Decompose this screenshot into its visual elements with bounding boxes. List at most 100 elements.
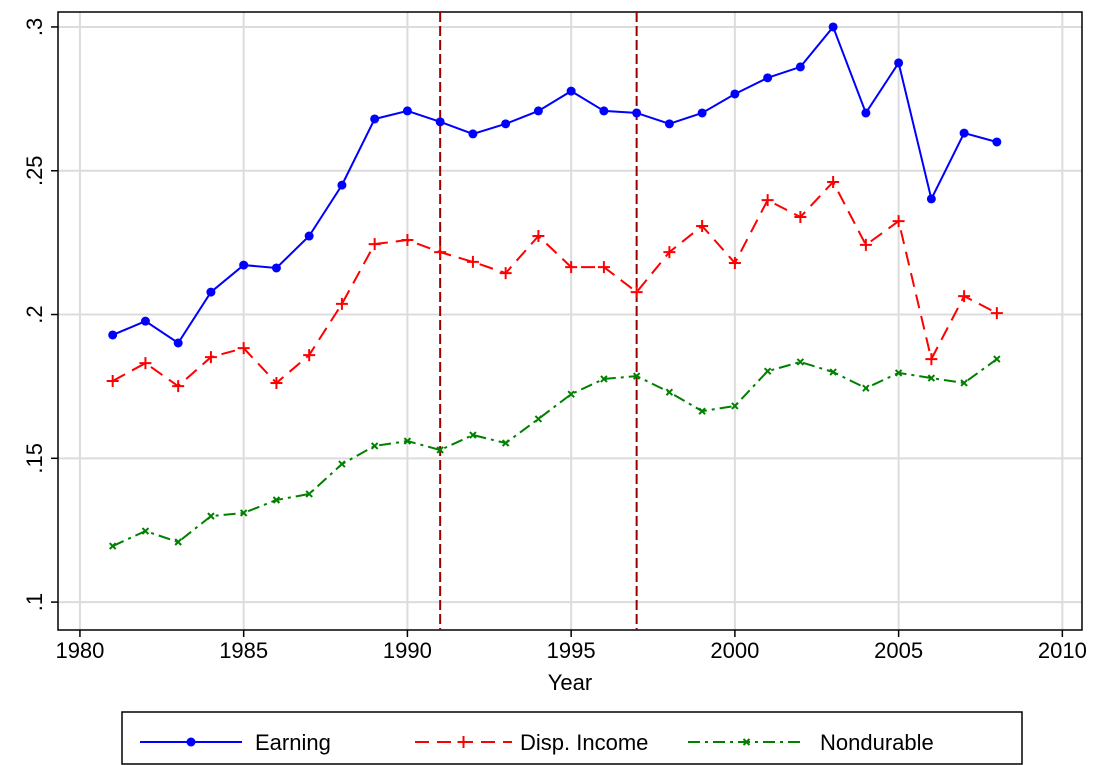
point (172, 380, 185, 393)
point (632, 372, 641, 380)
point (237, 342, 250, 355)
legend-label: Nondurable (820, 730, 934, 755)
point (599, 106, 609, 116)
point (827, 175, 840, 188)
point (368, 238, 381, 251)
x-tick-label: 1980 (55, 638, 104, 663)
point (401, 234, 414, 247)
point (402, 106, 412, 116)
point (272, 496, 281, 504)
x-axis-label: Year (548, 670, 592, 695)
y-tick-label: .15 (22, 443, 47, 474)
x-tick-label: 1990 (383, 638, 432, 663)
point (861, 108, 871, 118)
point (173, 338, 183, 348)
point (469, 431, 477, 439)
point (139, 357, 152, 370)
point (960, 379, 968, 387)
y-tick-label: .25 (22, 155, 47, 186)
point (925, 353, 938, 366)
legend-label: Earning (255, 730, 331, 755)
point (106, 374, 119, 387)
x-tick-label: 2010 (1038, 638, 1087, 663)
x-tick-label: 1995 (547, 638, 596, 663)
point (370, 114, 380, 124)
legend-box (121, 711, 1023, 765)
series-line (112, 24, 998, 345)
point (894, 369, 903, 377)
x-tick-label: 2005 (874, 638, 923, 663)
point (501, 119, 511, 129)
point (270, 376, 283, 389)
point (763, 367, 772, 375)
point (533, 106, 543, 116)
point (140, 316, 150, 326)
x-tick-label: 2000 (710, 638, 759, 663)
point (108, 330, 118, 340)
legend-marker (742, 738, 751, 746)
point (565, 261, 578, 274)
point (108, 542, 117, 550)
point (698, 407, 706, 415)
point (335, 297, 348, 310)
point (828, 22, 838, 32)
point (927, 374, 936, 382)
point (597, 261, 610, 274)
point (959, 128, 969, 138)
point (632, 108, 642, 118)
point (728, 257, 741, 270)
point (894, 58, 904, 68)
legend-marker (186, 737, 196, 747)
point (763, 73, 773, 83)
point (303, 349, 316, 362)
point (207, 512, 215, 520)
point (567, 390, 575, 398)
point (370, 442, 379, 450)
point (665, 388, 674, 396)
point (174, 538, 182, 546)
point (926, 194, 936, 204)
legend-marker (457, 736, 470, 748)
point (501, 439, 510, 447)
y-tick-label: .2 (22, 305, 47, 323)
point (239, 260, 249, 270)
point (239, 509, 248, 517)
point (990, 307, 1003, 320)
point (468, 129, 478, 139)
point (499, 267, 512, 280)
point (466, 255, 479, 268)
point (338, 460, 346, 468)
y-tick-label: .3 (22, 18, 47, 36)
point (305, 490, 313, 498)
series-line (112, 358, 998, 547)
point (829, 368, 837, 376)
point (761, 194, 774, 207)
point (271, 263, 281, 273)
point (435, 117, 445, 127)
point (992, 137, 1002, 147)
point (663, 246, 676, 259)
point (794, 211, 807, 224)
point (664, 119, 674, 129)
point (434, 246, 447, 259)
point (206, 287, 216, 297)
point (436, 446, 444, 454)
point (337, 180, 347, 190)
point (859, 238, 872, 251)
point (958, 290, 971, 303)
series-line (112, 180, 998, 388)
point (204, 351, 217, 364)
point (993, 355, 1001, 363)
point (403, 437, 412, 445)
point (304, 231, 314, 241)
point (600, 375, 608, 383)
point (532, 230, 545, 243)
point (796, 358, 805, 366)
x-tick-label: 1985 (219, 638, 268, 663)
legend-label: Disp. Income (520, 730, 648, 755)
point (141, 527, 150, 535)
point (862, 384, 870, 392)
point (730, 89, 740, 99)
point (534, 415, 543, 423)
